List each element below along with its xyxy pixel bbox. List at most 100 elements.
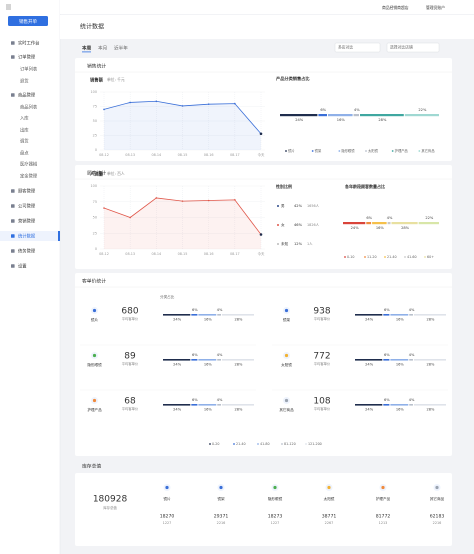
segment-label: 4% [409, 353, 415, 357]
x-tick-label: 08.13 [125, 153, 135, 157]
legend-label: 0-20 [212, 442, 219, 446]
legend-label: 0-10 [347, 255, 354, 259]
segment-label: 22% [425, 216, 434, 220]
legend-label: 镜片 [288, 148, 295, 153]
legend-label: 81-120 [284, 442, 296, 446]
menu-item[interactable]: 退货 [20, 78, 29, 85]
menu-item[interactable]: 定金管理 [20, 173, 38, 180]
bar-segment [355, 359, 383, 361]
bar-segment [387, 222, 391, 225]
card-title: 顾客统计 [87, 170, 106, 177]
menu-item[interactable]: 商品列表 [20, 104, 38, 111]
segment-label: 16% [396, 408, 405, 412]
stock-count: 1227 [271, 521, 280, 525]
menu-item[interactable]: 调货 [20, 138, 29, 145]
chart-title: 各年龄段顾客数量占比 [344, 183, 385, 189]
stock-value: 18273 [268, 514, 283, 520]
menu-item[interactable]: 医疗器械 [20, 161, 38, 168]
legend-dot [418, 150, 421, 152]
legend-dot [391, 150, 394, 152]
legend-dot [384, 256, 386, 258]
gender-name: 男 [281, 203, 285, 208]
area [104, 101, 261, 150]
item-value-label: 平均客单价 [314, 406, 331, 411]
segment-label: 16% [204, 408, 213, 412]
item-value: 89 [124, 352, 136, 362]
bar-segment [163, 404, 191, 406]
account-menu[interactable]: 管理员账户 [426, 5, 445, 10]
page-title: 统计数据 [80, 23, 104, 31]
stock-count: 2216 [217, 521, 226, 525]
stock-icon-glyph [381, 485, 385, 490]
stock-name: 镜架 [217, 496, 225, 501]
segment-label: 28% [401, 226, 410, 230]
menu-item[interactable]: 债务管理 [18, 248, 36, 255]
point [234, 199, 236, 201]
bar-segment [221, 404, 254, 406]
point [234, 102, 236, 105]
segment-label: 4% [387, 216, 393, 220]
item-name: 隐形眼镜 [87, 362, 102, 367]
bar-segment [390, 314, 409, 316]
item-icon-glyph [92, 308, 97, 313]
segment-label: 16% [337, 118, 346, 122]
y-tick-label: 25 [93, 134, 97, 138]
menu-item[interactable]: 统计数据 [18, 233, 36, 240]
x-tick-label: 今天 [258, 152, 265, 157]
segment-label: 6% [384, 353, 390, 357]
card-title: 销售统计 [87, 63, 106, 70]
store-switch[interactable]: 商品经销商超店 [382, 5, 409, 10]
tab[interactable]: 本周 [81, 45, 92, 52]
stock-name: 护理产品 [376, 496, 391, 501]
item-icon-glyph [92, 353, 97, 358]
legend-label: 护理产品 [395, 148, 409, 153]
menu-item[interactable]: 实时工作台 [18, 40, 39, 47]
item-value-label: 平均客单价 [314, 316, 331, 321]
menu-icon [11, 41, 15, 45]
item-name: 护理产品 [87, 407, 102, 412]
bar-segment [383, 359, 390, 361]
item-name: 太阳镜 [281, 362, 292, 367]
stock-name: 太阳镜 [324, 496, 335, 501]
x-tick-label: 08.14 [151, 153, 161, 157]
stock-name: 其它商品 [430, 496, 445, 501]
card [75, 273, 452, 456]
select [334, 42, 381, 53]
tab[interactable]: 本月 [98, 45, 107, 52]
stock-count: 1227 [163, 521, 172, 525]
menu-item[interactable]: 出库 [20, 127, 29, 134]
menu-item[interactable]: 营销管理 [18, 218, 36, 225]
legend-dot [364, 256, 366, 258]
menu-item[interactable]: 商品管理 [18, 92, 36, 99]
legend-dot [424, 256, 426, 258]
point [181, 200, 184, 202]
legend-dot [404, 256, 406, 258]
segment-label: 6% [384, 308, 390, 312]
menu-item[interactable]: 订单列表 [20, 66, 38, 73]
segment-label: 16% [376, 226, 385, 230]
menu-active [0, 231, 60, 241]
menu-item[interactable]: 入库 [20, 115, 29, 122]
x-tick-label: 今天 [258, 251, 265, 256]
bar-segment [163, 314, 191, 316]
menu-item[interactable]: 顾客管理 [18, 188, 36, 195]
segment-label: 6% [192, 398, 198, 402]
sell-button [8, 16, 48, 26]
menu-item[interactable]: 设置 [18, 263, 27, 270]
segment-label: 24% [365, 363, 374, 367]
menu-item[interactable]: 公司管理 [18, 203, 36, 210]
menu-item[interactable]: 订单管理 [18, 54, 36, 61]
select-label[interactable]: 选择对比店铺 [390, 45, 413, 50]
select-label[interactable]: 多店对比 [338, 45, 353, 50]
chart-title: 销售额 [90, 77, 104, 84]
sell-button-label[interactable]: 销售开单 [19, 18, 37, 25]
tab[interactable]: 近半年 [114, 45, 128, 52]
segment-label: 16% [396, 363, 405, 367]
menu-item[interactable]: 盘点 [20, 150, 29, 157]
bar-segment [404, 114, 439, 117]
legend-label: 隐形眼镜 [341, 148, 355, 153]
stock-value: 18270 [160, 514, 175, 520]
y-tick-label: 100 [91, 90, 97, 94]
gender-percent: 46% [294, 223, 303, 227]
menu-icon [6, 4, 11, 10]
